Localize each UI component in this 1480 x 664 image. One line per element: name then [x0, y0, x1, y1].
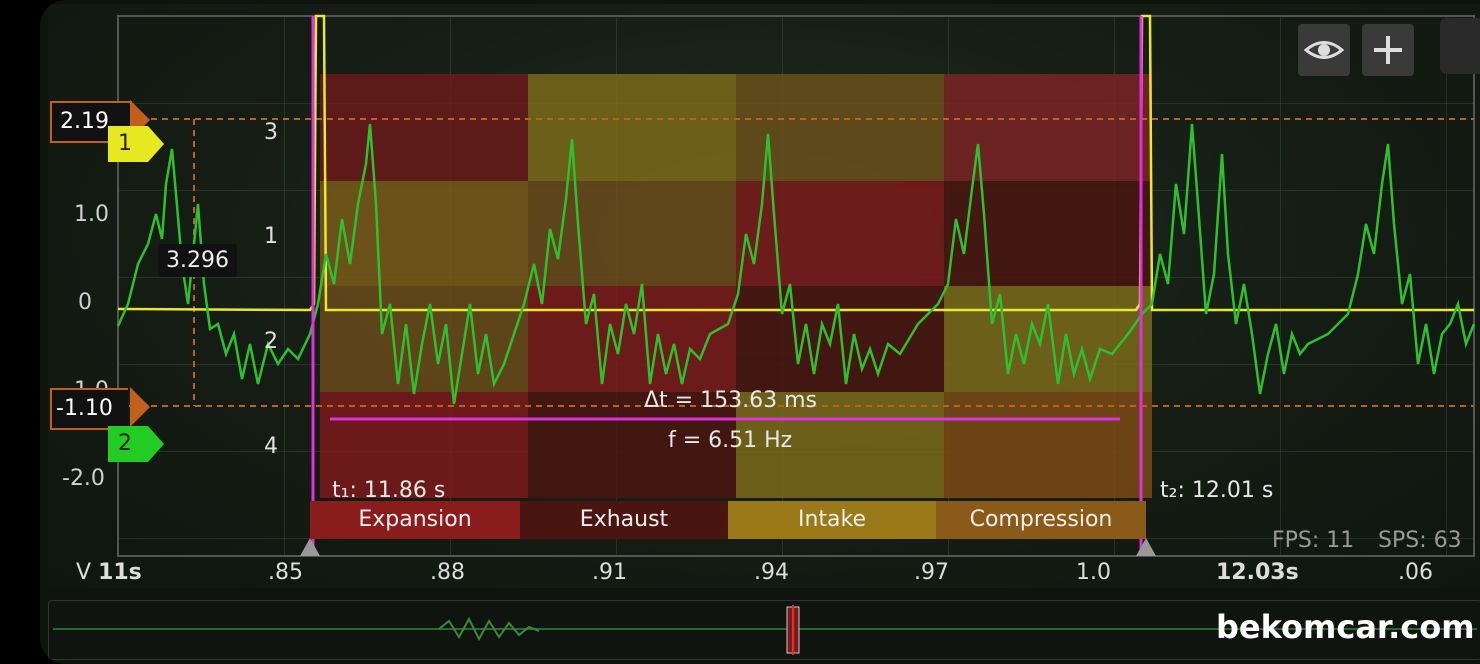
x-tick-major: 12.03s	[1216, 560, 1299, 585]
x-axis-prefix-label: V	[76, 560, 92, 585]
grid-border	[117, 15, 1475, 557]
plus-icon	[1374, 36, 1402, 64]
channel1-marker[interactable]: 1	[108, 126, 148, 162]
x-tick: .97	[914, 560, 949, 585]
cursor-t2-handle[interactable]	[1136, 538, 1156, 556]
x-tick: 1.0	[1076, 560, 1111, 585]
fps-readout: FPS: 11	[1272, 528, 1355, 553]
stroke-exhaust: Exhaust	[520, 501, 728, 539]
x-tick: .88	[430, 560, 465, 585]
stroke-compression: Compression	[936, 501, 1146, 539]
timeline-overview[interactable]	[48, 600, 1480, 660]
device-frame: 1.0 0 -1.0 -2.0 3 1 2 4 3.296 Δt = 153.6…	[40, 0, 1480, 664]
x-axis-start: 11s	[98, 560, 142, 585]
channel2-marker[interactable]: 2	[108, 426, 148, 462]
visibility-button[interactable]	[1298, 24, 1350, 76]
y-label-3: -1.0	[66, 378, 109, 389]
lower-marker-flag[interactable]: -1.10	[50, 388, 128, 430]
x-axis-prefix: V 11s	[76, 560, 142, 585]
stroke-intake: Intake	[728, 501, 936, 539]
channel2-trace	[116, 123, 1476, 405]
x-tick: .06	[1398, 560, 1433, 585]
watermark: bekomcar.com	[1216, 608, 1475, 646]
cylinder-row-label: 1	[264, 224, 278, 249]
cursor-t1-handle[interactable]	[300, 538, 320, 556]
channel2-arrow	[148, 426, 164, 462]
stroke-expansion: Expansion	[310, 501, 520, 539]
frequency-readout: f = 6.51 Hz	[668, 428, 793, 453]
x-tick: .85	[268, 560, 303, 585]
add-button[interactable]	[1362, 24, 1414, 76]
delta-t-readout: Δt = 153.63 ms	[644, 388, 817, 413]
x-tick: .91	[592, 560, 627, 585]
scope-display[interactable]: 1.0 0 -1.0 -2.0 3 1 2 4 3.296 Δt = 153.6…	[48, 4, 1480, 588]
y-label-1: 1.0	[74, 202, 109, 227]
t2-readout: t₂: 12.01 s	[1160, 478, 1274, 503]
lower-marker-arrow	[130, 387, 150, 427]
menu-handle[interactable]	[1440, 18, 1480, 74]
timeline-waveform	[53, 605, 1477, 655]
channel1-arrow	[148, 126, 164, 162]
scope-canvas	[116, 14, 1476, 557]
x-tick: .94	[754, 560, 789, 585]
eye-icon	[1304, 41, 1344, 59]
cylinder-row-label: 2	[264, 329, 278, 354]
t1-readout: t₁: 11.86 s	[332, 478, 446, 500]
cylinder-row-label: 4	[264, 434, 278, 459]
cursor-value-tooltip: 3.296	[158, 244, 237, 277]
cylinder-row-label: 3	[264, 120, 278, 145]
sps-readout: SPS: 63	[1378, 528, 1462, 553]
y-label-2: 0	[78, 290, 92, 315]
y-label-4: -2.0	[62, 466, 105, 491]
